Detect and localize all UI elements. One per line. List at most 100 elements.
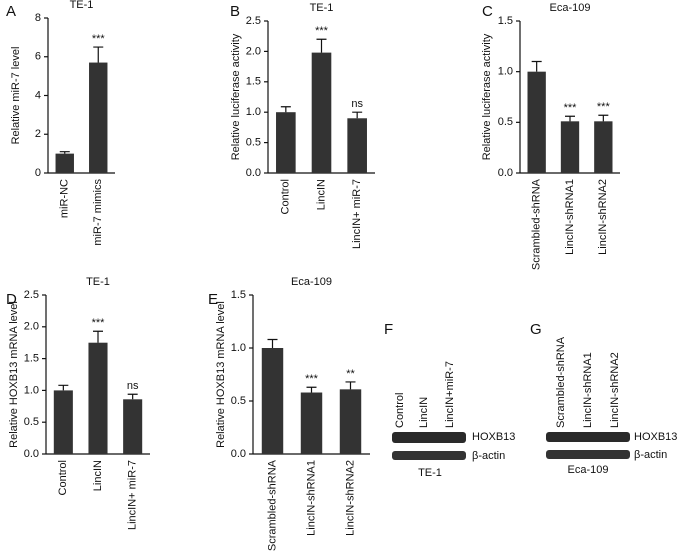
band-label: β-actin bbox=[634, 449, 667, 461]
lane-label: LincIN-shRNA1 bbox=[582, 352, 594, 428]
y-tick-label: 0 bbox=[35, 167, 41, 179]
significance-label: *** bbox=[92, 317, 106, 329]
band bbox=[392, 432, 466, 443]
significance-label: ** bbox=[346, 368, 355, 380]
x-tick-label: miR-7 mimics bbox=[92, 179, 104, 246]
y-axis-label: Relative miR-7 level bbox=[10, 47, 22, 145]
significance-label: ns bbox=[127, 380, 139, 392]
panel-letter: G bbox=[530, 321, 542, 338]
y-tick-label: 1.0 bbox=[246, 106, 261, 118]
bar bbox=[89, 62, 108, 173]
y-tick-label: 0.5 bbox=[246, 137, 261, 149]
y-tick-label: 0.0 bbox=[24, 448, 39, 460]
y-tick-label: 1.0 bbox=[231, 342, 246, 354]
bar bbox=[88, 342, 108, 454]
bar bbox=[594, 121, 613, 173]
y-tick-label: 2.0 bbox=[246, 45, 261, 57]
bar bbox=[339, 389, 362, 454]
y-tick-label: 0.5 bbox=[498, 116, 513, 128]
error-bar bbox=[93, 330, 103, 343]
x-tick-label: miR-NC bbox=[59, 179, 71, 218]
y-tick-label: 2.5 bbox=[246, 15, 261, 27]
x-tick-label: LincIN-shRNA1 bbox=[564, 179, 576, 255]
bar bbox=[123, 399, 143, 454]
x-tick-label: LincIN bbox=[92, 460, 104, 491]
band bbox=[392, 451, 466, 460]
lane-label: Scrambled-shRNA bbox=[555, 336, 567, 428]
y-tick-label: 0.0 bbox=[246, 167, 261, 179]
y-tick-label: 1.5 bbox=[498, 15, 513, 27]
chart-title: TE-1 bbox=[70, 0, 94, 11]
error-bar bbox=[352, 111, 363, 119]
y-axis-label: Relative HOXB13 mRNA level bbox=[8, 301, 20, 448]
y-tick-label: 0.0 bbox=[498, 167, 513, 179]
x-tick-label: LincIN-shRNA2 bbox=[344, 460, 356, 536]
error-bar bbox=[345, 381, 356, 390]
error-bar bbox=[93, 46, 104, 63]
panel-letter: E bbox=[208, 291, 218, 308]
chart-title: TE-1 bbox=[310, 2, 334, 14]
y-tick-label: 4 bbox=[35, 89, 41, 101]
band-label: HOXB13 bbox=[472, 431, 515, 443]
y-tick-label: 0.5 bbox=[231, 395, 246, 407]
error-bar bbox=[280, 106, 291, 113]
y-tick-label: 8 bbox=[35, 12, 41, 24]
lane-label: LincIN bbox=[418, 397, 430, 428]
bar bbox=[261, 348, 284, 454]
y-tick-label: 2.0 bbox=[24, 321, 39, 333]
panel-letter: D bbox=[6, 291, 17, 308]
significance-label: *** bbox=[597, 101, 611, 113]
y-axis-label: Relative luciferase activity bbox=[481, 33, 493, 160]
panel-letter: A bbox=[6, 3, 16, 20]
bar bbox=[300, 392, 323, 454]
error-bar bbox=[127, 393, 138, 400]
y-tick-label: 6 bbox=[35, 51, 41, 63]
bar bbox=[53, 390, 73, 454]
x-tick-label: Control bbox=[57, 460, 69, 495]
y-tick-label: 2 bbox=[35, 128, 41, 140]
bar bbox=[527, 71, 546, 173]
error-bar bbox=[598, 114, 609, 122]
band-label: β-actin bbox=[472, 450, 505, 462]
band bbox=[546, 450, 630, 459]
y-axis-label: Relative HOXB13 mRNA level bbox=[215, 301, 227, 448]
band-label: HOXB13 bbox=[634, 431, 677, 443]
error-bar bbox=[58, 384, 69, 391]
significance-label: *** bbox=[315, 25, 329, 37]
y-tick-label: 1.0 bbox=[498, 66, 513, 78]
x-tick-label: LincIN-shRNA2 bbox=[597, 179, 609, 255]
bar bbox=[311, 52, 332, 174]
bar bbox=[276, 112, 296, 173]
chart-title: Eca-109 bbox=[550, 2, 591, 14]
error-bar bbox=[531, 60, 542, 72]
cell-line-label: Eca-109 bbox=[568, 464, 609, 476]
blot-f bbox=[392, 432, 466, 460]
bar bbox=[560, 121, 580, 173]
x-tick-label: Control bbox=[280, 179, 292, 214]
lane-label: Control bbox=[394, 393, 406, 428]
bar bbox=[55, 153, 74, 173]
significance-label: *** bbox=[305, 373, 319, 385]
lane-label: LincIN-shRNA2 bbox=[609, 352, 621, 428]
y-tick-label: 2.5 bbox=[24, 289, 39, 301]
y-tick-label: 0.0 bbox=[231, 448, 246, 460]
blot-g bbox=[546, 432, 630, 459]
lane-label: LincIN+miR-7 bbox=[444, 361, 456, 428]
significance-label: *** bbox=[564, 102, 578, 114]
y-tick-label: 1.0 bbox=[24, 384, 39, 396]
x-tick-label: Scrambled-shRNA bbox=[531, 178, 543, 270]
band bbox=[546, 432, 630, 442]
panel-letter: F bbox=[384, 321, 393, 338]
x-tick-label: Scrambled-shRNA bbox=[266, 459, 278, 551]
x-tick-label: LincIN+ miR-7 bbox=[351, 179, 363, 249]
y-tick-label: 0.5 bbox=[24, 416, 39, 428]
error-bar bbox=[59, 151, 70, 154]
error-bar bbox=[267, 338, 278, 348]
y-axis-label: Relative luciferase activity bbox=[230, 33, 242, 160]
y-tick-label: 1.5 bbox=[246, 76, 261, 88]
significance-label: ns bbox=[351, 98, 363, 110]
significance-label: *** bbox=[92, 33, 106, 45]
cell-line-label: TE-1 bbox=[418, 467, 442, 479]
error-bar bbox=[316, 38, 327, 53]
